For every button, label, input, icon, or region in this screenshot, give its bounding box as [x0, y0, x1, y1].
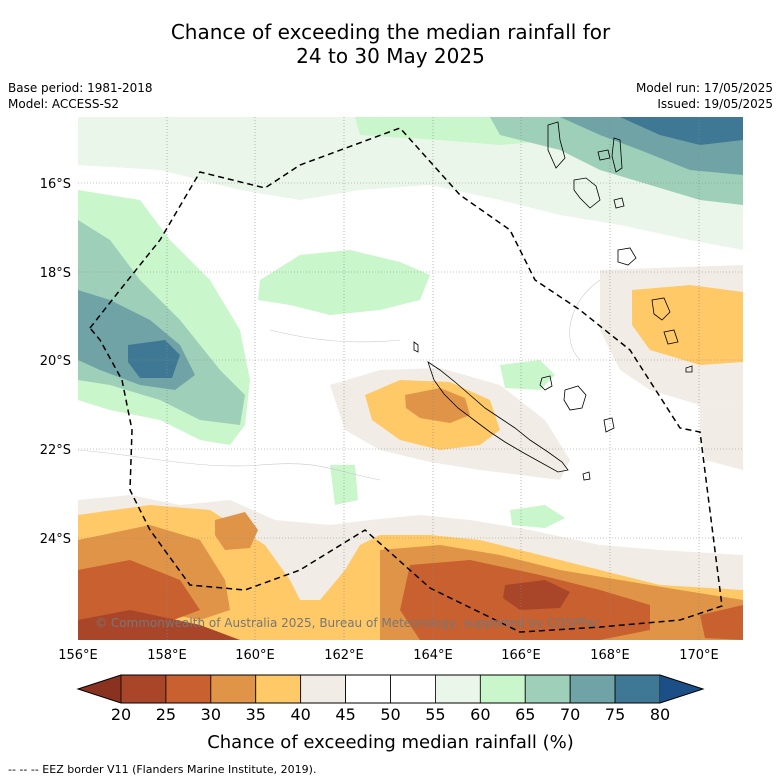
contour-3	[569, 279, 601, 361]
tanna-island	[663, 329, 679, 345]
erromango-island	[651, 297, 671, 321]
map-area: © Commonwealth of Australia 2025, Bureau…	[78, 117, 743, 640]
region-60-65-east	[500, 360, 555, 390]
colorbar: 20 25 30 35 40 45 50 55 60 65 70 75 80	[76, 674, 705, 724]
colorbar-swatch	[300, 674, 346, 704]
isle-of-pines	[582, 471, 591, 481]
colorbar-swatch	[255, 674, 302, 704]
malakula-island	[573, 177, 601, 209]
lon-label-162: 162°E	[324, 648, 364, 663]
colorbar-swatches	[120, 674, 661, 704]
lat-label-18: 18°S	[40, 266, 71, 281]
title-line-2: 24 to 30 May 2025	[296, 44, 485, 68]
contour-1	[78, 449, 381, 481]
colorbar-tick-label: 25	[156, 705, 176, 724]
eez-border	[89, 127, 723, 633]
region-35-40-east	[632, 285, 743, 365]
region-20-25-southwest	[78, 610, 240, 640]
colorbar-label: Chance of exceeding median rainfall (%)	[207, 732, 574, 753]
colorbar-swatch	[390, 674, 436, 704]
colorbar-tick-label: 45	[335, 705, 355, 724]
epi-island	[613, 197, 625, 209]
lon-axis-labels: 156°E 158°E 160°E 162°E 164°E 166°E 168°…	[58, 648, 719, 663]
map-title: Chance of exceeding the median rainfall …	[0, 20, 781, 68]
efate-island	[617, 247, 637, 266]
lat-label-24: 24°S	[40, 532, 71, 547]
lat-label-20: 20°S	[40, 354, 71, 369]
lon-label-160: 160°E	[235, 648, 275, 663]
lifou-island	[563, 385, 587, 411]
model-run: Model run: 17/05/2025	[635, 81, 773, 95]
region-20-25-south	[503, 580, 570, 610]
colorbar-tick-label: 50	[380, 705, 400, 724]
issued-date: Issued: 19/05/2025	[657, 97, 773, 111]
colorbar-swatch	[569, 674, 616, 704]
colorbar-over-arrow	[660, 675, 703, 703]
contour-2	[269, 329, 401, 343]
lat-label-16: 16°S	[40, 177, 71, 192]
belep-island	[413, 341, 419, 353]
colorbar-under-arrow	[78, 675, 121, 703]
colorbar-swatch	[614, 674, 661, 704]
colorbar-swatch	[120, 674, 167, 704]
colorbar-tick-label: 40	[290, 705, 310, 724]
colorbar-tick-label: 30	[201, 705, 221, 724]
new-caledonia-mainland	[427, 361, 569, 473]
lat-label-22: 22°S	[40, 443, 71, 458]
colorbar-swatch	[524, 674, 571, 704]
title-line-1: Chance of exceeding the median rainfall …	[170, 20, 611, 44]
region-75-80-west	[128, 340, 180, 378]
lon-label-158: 158°E	[147, 648, 187, 663]
lon-label-166: 166°E	[501, 648, 541, 663]
region-25-30-southeast	[700, 605, 743, 640]
colorbar-tick-label: 20	[111, 705, 131, 724]
colorbar-ticks: 20 25 30 35 40 45 50 55 60 65 70 75 80	[111, 705, 670, 724]
contour-lines	[78, 279, 601, 481]
base-period: Base period: 1981-2018	[8, 81, 153, 95]
region-30-35-southwest-small	[215, 512, 258, 550]
colorbar-swatch	[210, 674, 257, 704]
colorbar-swatch	[479, 674, 526, 704]
meta-right: Model run: 17/05/2025 Issued: 19/05/2025	[636, 80, 773, 112]
region-25-30-southwest	[78, 560, 200, 630]
model-name: Model: ACCESS-S2	[8, 97, 120, 111]
lat-axis-labels: 16°S 18°S 20°S 22°S 24°S	[40, 177, 71, 547]
colorbar-tick-label: 60	[470, 705, 490, 724]
colorbar-outline	[76, 674, 705, 704]
eez-footnote: -- -- -- EEZ border V11 (Flanders Marine…	[8, 763, 317, 776]
colorbar-swatch	[165, 674, 212, 704]
region-40-45-southeast	[700, 400, 743, 470]
colorbar-tick-label: 70	[560, 705, 580, 724]
lon-label-164: 164°E	[413, 648, 453, 663]
region-60-65-small	[330, 465, 358, 505]
colorbar-swatch	[345, 674, 391, 704]
colorbar-swatch	[435, 674, 481, 704]
colorbar-tick-label: 55	[425, 705, 445, 724]
ambae-island	[597, 149, 611, 161]
colorbar-tick-label: 65	[515, 705, 535, 724]
lon-label-156: 156°E	[58, 648, 98, 663]
copyright-text: © Commonwealth of Australia 2025, Bureau…	[95, 616, 600, 630]
region-30-35-central	[405, 388, 470, 423]
mare-island	[603, 417, 615, 433]
meta-left: Base period: 1981-2018 Model: ACCESS-S2	[8, 80, 153, 112]
ouvea-island	[539, 375, 553, 391]
lon-label-168: 168°E	[590, 648, 630, 663]
aneityum-island	[685, 365, 693, 373]
colorbar-tick-label: 35	[246, 705, 266, 724]
region-75-80-northeast	[620, 117, 743, 145]
lon-label-170: 170°E	[679, 648, 719, 663]
colorbar-tick-label: 80	[650, 705, 670, 724]
region-60-65-south	[510, 505, 565, 528]
pentecost-island	[611, 137, 623, 173]
colorbar-tick-label: 75	[605, 705, 625, 724]
espiritu-santo-island	[547, 121, 566, 169]
